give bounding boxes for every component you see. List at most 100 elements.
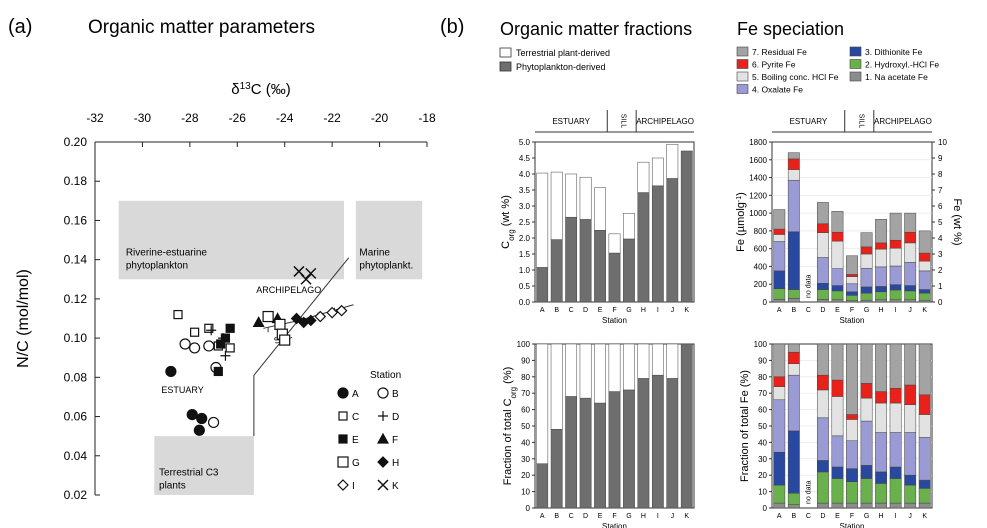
bar-segment-C-0 bbox=[565, 216, 578, 303]
legend-marker-A bbox=[337, 387, 349, 399]
y2-tick-label: 5 bbox=[938, 218, 943, 227]
y-tick-label: 80 bbox=[758, 373, 767, 382]
y-tick-label: 4.5 bbox=[519, 154, 531, 163]
legend-label-C: C bbox=[352, 412, 359, 423]
data-point-C bbox=[225, 343, 235, 353]
legend-marker-C bbox=[338, 411, 348, 421]
y-tick-label: 10 bbox=[758, 488, 767, 497]
bar-segment-B-1 bbox=[550, 343, 563, 430]
bar-segment-G-5 bbox=[860, 383, 873, 399]
legend-label-B: B bbox=[392, 389, 399, 400]
bar-segment-H-3 bbox=[875, 266, 888, 287]
bar-segment-C-0 bbox=[565, 396, 578, 509]
bar-segment-F-1 bbox=[608, 343, 621, 392]
bar-segment-F-2 bbox=[846, 291, 858, 296]
y-tick-label: 0.06 bbox=[64, 410, 88, 424]
bar-segment-I-5 bbox=[889, 388, 902, 404]
bar-segment-K-6 bbox=[918, 230, 931, 254]
bar-segment-H-1 bbox=[637, 161, 650, 193]
x-tick-label: C bbox=[806, 513, 811, 520]
y-tick-label: 1.0 bbox=[519, 266, 531, 275]
x-tick-label: -28 bbox=[181, 111, 199, 125]
panel-b-title-fractions: Organic matter fractions bbox=[500, 19, 692, 39]
legend-label-fe-4: 3. Dithionite Fe bbox=[865, 47, 922, 57]
region-label-0: phytoplankton bbox=[126, 261, 188, 272]
bar-segment-H-0 bbox=[875, 299, 888, 303]
bar-segment-A-5 bbox=[773, 228, 786, 235]
bar-segment-A-6 bbox=[773, 343, 786, 378]
region-label-1: Marine bbox=[359, 248, 390, 259]
x-tick-label: D bbox=[820, 513, 825, 520]
legend-marker-K bbox=[377, 479, 389, 491]
bar-segment-I-3 bbox=[889, 265, 902, 285]
bar-segment-K-0 bbox=[918, 299, 931, 303]
y-tick-label: 100 bbox=[517, 340, 531, 349]
bar-segment-F-2 bbox=[846, 468, 858, 483]
bar-segment-J-0 bbox=[666, 378, 679, 509]
y-tick-label: 0.08 bbox=[64, 370, 88, 384]
y-tick-label: 600 bbox=[754, 245, 768, 254]
bar-segment-G-0 bbox=[860, 299, 873, 303]
bar-segment-F-0 bbox=[608, 252, 621, 303]
bar-segment-D-5 bbox=[816, 223, 829, 233]
bar-segment-K-0 bbox=[680, 343, 693, 509]
bar-segment-D-4 bbox=[816, 389, 829, 419]
no-data-label: no data bbox=[805, 481, 812, 504]
bar-segment-E-4 bbox=[831, 240, 844, 269]
bar-segment-A-5 bbox=[773, 376, 786, 387]
fe-bar-chart: 0 200 400 600 800 1000 1200 1400 1600 1800 0 1 2 3 4 5 6… bbox=[735, 110, 963, 325]
bar-segment-J-0 bbox=[904, 299, 917, 303]
bar-segment-A-0 bbox=[773, 502, 786, 509]
bar-segment-K-0 bbox=[918, 502, 931, 509]
bar-segment-H-0 bbox=[637, 192, 650, 303]
x-tick-label: A bbox=[540, 307, 545, 314]
y-axis-label: Fraction of total Corg (%) bbox=[502, 367, 518, 486]
bar-segment-K-6 bbox=[918, 343, 931, 396]
bar-segment-G-1 bbox=[623, 213, 635, 240]
bar-segment-K-4 bbox=[918, 414, 931, 438]
bar-segment-J-3 bbox=[904, 262, 917, 286]
bar-segment-I-2 bbox=[889, 284, 902, 291]
bar-segment-I-0 bbox=[889, 299, 902, 303]
bar-segment-B-0 bbox=[787, 298, 800, 303]
bar-segment-F-1 bbox=[846, 295, 858, 301]
x-tick-label: I bbox=[657, 513, 659, 520]
data-point-D bbox=[206, 325, 217, 336]
y-tick-label: 1800 bbox=[749, 138, 767, 147]
bar-segment-G-1 bbox=[860, 292, 873, 301]
y2-tick-label: 0 bbox=[938, 298, 943, 307]
bar-segment-F-5 bbox=[846, 414, 858, 420]
y-tick-label: 2.5 bbox=[519, 218, 531, 227]
bar-segment-B-1 bbox=[787, 492, 800, 505]
y-tick-label: 400 bbox=[754, 262, 768, 271]
y-tick-label: 70 bbox=[758, 389, 767, 398]
panel-b-title-fe: Fe speciation bbox=[737, 19, 844, 39]
data-point-A bbox=[186, 408, 198, 421]
y-tick-label: 90 bbox=[758, 356, 767, 365]
bar-segment-F-1 bbox=[608, 233, 621, 254]
data-point-C bbox=[190, 327, 200, 337]
bar-segment-D-3 bbox=[816, 417, 829, 461]
bar-segment-D-3 bbox=[816, 257, 829, 284]
legend-label-I: I bbox=[352, 481, 355, 492]
bar-segment-F-3 bbox=[846, 440, 858, 469]
bar-segment-D-0 bbox=[816, 502, 829, 509]
bar-segment-J-5 bbox=[904, 231, 917, 244]
bar-segment-F-6 bbox=[846, 343, 858, 415]
bar-segment-G-4 bbox=[860, 253, 873, 269]
bar-segment-E-6 bbox=[831, 343, 844, 381]
data-point-G bbox=[274, 318, 286, 330]
legend-label-A: A bbox=[352, 389, 359, 400]
bar-segment-I-6 bbox=[889, 343, 902, 389]
legend-swatch-fe-6 bbox=[849, 71, 862, 82]
x-tick-label: F bbox=[612, 513, 616, 520]
bar-segment-G-6 bbox=[860, 343, 873, 384]
y-tick-label: 20 bbox=[758, 471, 767, 480]
x-tick-label: B bbox=[791, 513, 796, 520]
x-tick-label: B bbox=[554, 513, 559, 520]
legend-swatch-fe-5 bbox=[849, 59, 862, 69]
bar-segment-K-2 bbox=[918, 479, 931, 489]
bar-segment-F-4 bbox=[846, 419, 858, 442]
bar-segment-K-5 bbox=[918, 394, 931, 415]
x-tick-label: E bbox=[835, 513, 840, 520]
